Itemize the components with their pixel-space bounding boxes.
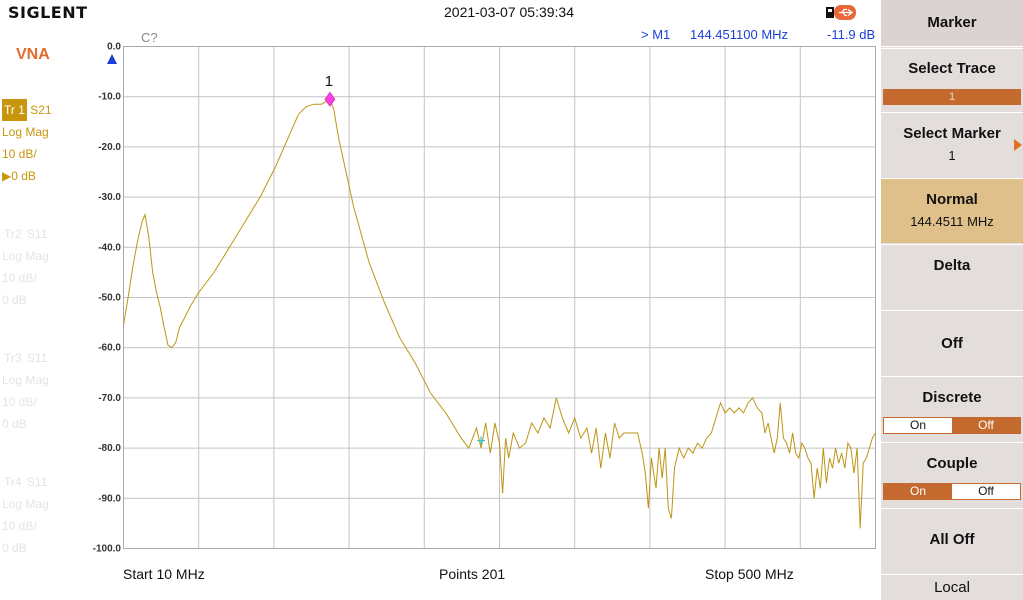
couple-toggle[interactable]: On Off	[883, 483, 1021, 500]
trace-scale: 10 dB/	[2, 147, 37, 161]
y-tick-label: -80.0	[98, 443, 121, 454]
normal-marker-frequency: 144.4511 MHz	[910, 214, 994, 229]
menu-title: Marker	[881, 0, 1023, 47]
y-tick-label: -60.0	[98, 343, 121, 354]
couple-on-option[interactable]: On	[884, 484, 952, 499]
calibration-status: C?	[141, 30, 158, 45]
trace-3-info[interactable]: Tr3 S11 Log Mag 10 dB/ 0 dB	[2, 347, 49, 435]
stop-frequency[interactable]: Stop 500 MHz	[705, 566, 794, 582]
delta-marker-button[interactable]: Delta	[881, 244, 1023, 309]
select-marker-button[interactable]: Select Marker 1	[881, 112, 1023, 177]
cursor-cross-icon	[477, 436, 486, 445]
trace-format: Log Mag	[2, 125, 49, 139]
normal-marker-button[interactable]: Normal 144.4511 MHz	[881, 178, 1023, 243]
local-button[interactable]: Local	[881, 574, 1023, 600]
marker-readout-name: > M1	[641, 27, 671, 42]
normal-marker-label: Normal	[926, 191, 978, 208]
y-tick-label: -100.0	[93, 544, 122, 555]
trace-ref: 0 dB	[2, 293, 27, 307]
marker-off-label: Off	[941, 335, 963, 352]
delta-marker-label: Delta	[933, 257, 971, 274]
marker-1-diamond[interactable]	[324, 91, 336, 107]
couple-off-option[interactable]: Off	[952, 484, 1020, 499]
marker-readout-freq: 144.451100 MHz	[690, 27, 789, 42]
trace-format: Log Mag	[2, 373, 49, 387]
plot-frame	[123, 46, 876, 549]
all-off-button[interactable]: All Off	[881, 508, 1023, 573]
y-tick-label: -90.0	[98, 493, 121, 504]
start-frequency[interactable]: Start 10 MHz	[123, 566, 205, 582]
trace-format: Log Mag	[2, 249, 49, 263]
marker-1-label: 1	[325, 73, 333, 90]
discrete-off-option[interactable]: Off	[952, 418, 1020, 433]
trace-param: S21	[30, 103, 52, 117]
discrete-label: Discrete	[922, 389, 982, 406]
trace-param: S11	[26, 227, 48, 241]
marker-softkey-menu: Marker Select Trace 1 Select Marker 1 No…	[881, 0, 1023, 600]
trace-param: S11	[26, 475, 48, 489]
reference-level-icon[interactable]	[107, 54, 117, 64]
trace-param: S11	[26, 351, 48, 365]
select-trace-label: Select Trace	[908, 60, 996, 77]
y-tick-labels: 0.0 -10.0 -20.0 -30.0 -40.0 -50.0 -60.0 -70.0 -8…	[93, 42, 122, 555]
trace-1-line	[123, 98, 876, 529]
trace-format: Log Mag	[2, 497, 49, 511]
y-tick-label: -40.0	[98, 242, 121, 253]
trace-number: Tr4	[4, 475, 22, 489]
marker-off-button[interactable]: Off	[881, 310, 1023, 375]
submenu-arrow-icon	[1014, 139, 1022, 151]
trace-2-info[interactable]: Tr2 S11 Log Mag 10 dB/ 0 dB	[2, 223, 49, 311]
trace-number: Tr2	[4, 227, 22, 241]
trace-ref: 0 dB	[2, 541, 27, 555]
trace-number: Tr3	[4, 351, 22, 365]
trace-ref: 0 dB	[2, 417, 27, 431]
y-tick-label: -20.0	[98, 142, 121, 153]
y-tick-label: -10.0	[98, 92, 121, 103]
mode-label: VNA	[16, 46, 50, 63]
y-tick-label: -30.0	[98, 192, 121, 203]
trace-scale: 10 dB/	[2, 395, 37, 409]
trace-4-info[interactable]: Tr4 S11 Log Mag 10 dB/ 0 dB	[2, 471, 49, 559]
trace-scale: 10 dB/	[2, 519, 37, 533]
discrete-on-option[interactable]: On	[884, 418, 952, 433]
couple-label: Couple	[926, 455, 978, 472]
trace-number: Tr 1	[2, 99, 27, 121]
discrete-toggle-button[interactable]: Discrete On Off	[881, 376, 1023, 441]
trace-scale: 10 dB/	[2, 271, 37, 285]
all-off-label: All Off	[929, 531, 975, 548]
usb-storage-icon	[826, 5, 856, 20]
marker-readout-value: -11.9 dB	[827, 27, 876, 42]
trace-1-info[interactable]: Tr 1 S21 Log Mag 10 dB/ ▶0 dB	[2, 99, 52, 187]
sweep-points[interactable]: Points 201	[439, 566, 506, 582]
trace-plot[interactable]: 0.0 -10.0 -20.0 -30.0 -40.0 -50.0 -60.0 -70.0 -8…	[0, 0, 880, 600]
brand-logo: SIGLENT	[8, 3, 88, 22]
select-marker-value: 1	[948, 148, 956, 163]
select-marker-label: Select Marker	[903, 125, 1001, 142]
discrete-toggle[interactable]: On Off	[883, 417, 1021, 434]
datetime: 2021-03-07 05:39:34	[444, 4, 574, 20]
y-tick-label: -50.0	[98, 293, 121, 304]
y-tick-label: -70.0	[98, 393, 121, 404]
select-trace-value: 1	[883, 89, 1021, 105]
plot-grid	[123, 46, 876, 549]
select-trace-button[interactable]: Select Trace 1	[881, 48, 1023, 113]
couple-toggle-button[interactable]: Couple On Off	[881, 442, 1023, 507]
y-tick-label: 0.0	[107, 42, 121, 53]
trace-ref: ▶0 dB	[2, 169, 36, 183]
